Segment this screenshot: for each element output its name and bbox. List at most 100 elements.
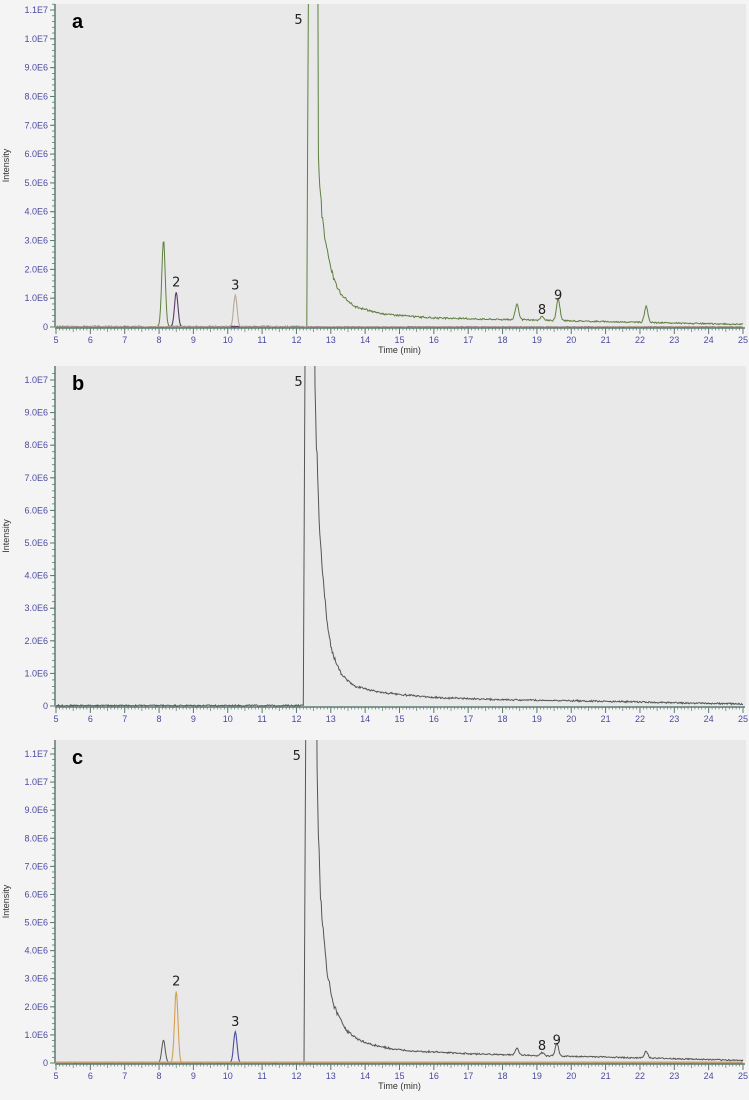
- y-tick-label: 9.0E6: [24, 805, 48, 815]
- plot-area: [56, 740, 746, 1063]
- y-tick-label: 1.1E7: [24, 5, 48, 15]
- trace-peak-3-trace: [56, 293, 744, 328]
- y-tick-label: 4.0E6: [24, 571, 48, 581]
- x-tick-label: 9: [191, 714, 196, 724]
- x-tick-label: 24: [704, 335, 714, 345]
- x-tick-label: 13: [326, 1071, 336, 1081]
- x-tick-label: 6: [88, 1071, 93, 1081]
- y-tick-label: 8.0E6: [24, 833, 48, 843]
- y-tick-label: 4.0E6: [24, 946, 48, 956]
- x-tick-label: 14: [360, 335, 370, 345]
- y-tick-label: 9.0E6: [24, 63, 48, 73]
- y-tick-label: 8.0E6: [24, 91, 48, 101]
- x-tick-label: 14: [360, 1071, 370, 1081]
- y-tick-label: 1.0E6: [24, 668, 48, 678]
- x-tick-label: 15: [394, 335, 404, 345]
- y-tick-label: 1.1E7: [24, 749, 48, 759]
- x-tick-label: 24: [704, 714, 714, 724]
- y-axis-ticks: 0 1.0E6 2.0E6 3.0E6 4.0E6 5.0E6 6.0E6 7.0E6 8.0E…: [24, 3, 55, 332]
- x-tick-label: 5: [53, 714, 58, 724]
- x-tick-label: 17: [463, 335, 473, 345]
- y-axis-title: Intensity: [1, 519, 11, 553]
- x-tick-label: 13: [326, 714, 336, 724]
- x-tick-label: 25: [738, 1071, 748, 1081]
- x-axis-ticks: 5 6 7 8 9 10 11 12 13 14 15 16 17 18 19 20 21 22 23 24 25: [53, 328, 748, 345]
- x-tick-label: 8: [157, 1071, 162, 1081]
- y-tick-label: 0: [43, 322, 48, 332]
- x-tick-label: 16: [429, 335, 439, 345]
- x-tick-label: 20: [566, 1071, 576, 1081]
- x-tick-label: 16: [429, 1071, 439, 1081]
- y-tick-label: 3.0E6: [24, 603, 48, 613]
- x-tick-label: 5: [53, 1071, 58, 1081]
- x-tick-label: 17: [463, 1071, 473, 1081]
- y-axis-ticks: 0 1.0E6 2.0E6 3.0E6 4.0E6 5.0E6 6.0E6 7.0E6 8.0E…: [24, 373, 55, 711]
- y-tick-label: 9.0E6: [24, 408, 48, 418]
- y-tick-label: 7.0E6: [24, 120, 48, 130]
- chart-panel-a: a 0 1.0E6 2.0E6 3.0E6 4.0E6 5.0E6 6.0E6 7.0E6 8.0…: [0, 0, 749, 362]
- chart-panel-c: c 0 1.0E6 2.0E6 3.0E6 4.0E6 5.0E6 6.0E6 7.0E6 8.0…: [0, 724, 749, 1100]
- x-tick-label: 21: [601, 335, 611, 345]
- x-tick-label: 19: [532, 335, 542, 345]
- x-tick-label: 20: [566, 714, 576, 724]
- x-tick-label: 25: [738, 714, 748, 724]
- traces: [56, 4, 744, 328]
- x-tick-label: 15: [394, 714, 404, 724]
- x-tick-label: 22: [635, 335, 645, 345]
- x-tick-label: 19: [532, 714, 542, 724]
- x-tick-label: 18: [498, 1071, 508, 1081]
- x-tick-label: 6: [88, 335, 93, 345]
- x-tick-label: 8: [157, 335, 162, 345]
- x-tick-label: 16: [429, 714, 439, 724]
- y-tick-label: 7.0E6: [24, 861, 48, 871]
- y-axis-title: Intensity: [1, 148, 11, 182]
- x-tick-label: 9: [191, 1071, 196, 1081]
- traces: [56, 366, 743, 707]
- peak-label-2: 2: [172, 275, 180, 290]
- x-tick-label: 19: [532, 1071, 542, 1081]
- peak-label-5: 5: [294, 13, 302, 28]
- y-axis-ticks: 0 1.0E6 2.0E6 3.0E6 4.0E6 5.0E6 6.0E6 7.0E6 8.0E…: [24, 747, 55, 1068]
- panel-letter: c: [72, 747, 83, 769]
- y-axis-title: Intensity: [1, 884, 11, 918]
- x-tick-label: 5: [53, 335, 58, 345]
- y-tick-label: 1.0E7: [24, 375, 48, 385]
- y-tick-label: 2.0E6: [24, 264, 48, 274]
- y-tick-label: 6.0E6: [24, 149, 48, 159]
- y-tick-label: 2.0E6: [24, 636, 48, 646]
- x-tick-label: 14: [360, 714, 370, 724]
- y-tick-label: 3.0E6: [24, 236, 48, 246]
- x-axis-ticks: 5 6 7 8 9 10 11 12 13 14 15 16 17 18 19 20 21 22 23 24 25: [53, 1064, 748, 1081]
- panel-letter: a: [72, 11, 84, 33]
- y-tick-label: 5.0E6: [24, 178, 48, 188]
- x-tick-label: 20: [566, 335, 576, 345]
- x-tick-label: 15: [394, 1071, 404, 1081]
- y-tick-label: 0: [43, 1058, 48, 1068]
- x-tick-label: 11: [257, 714, 266, 724]
- x-tick-label: 10: [223, 1071, 233, 1081]
- peak-labels: 2 3 5 89: [172, 13, 562, 318]
- plot-area: [56, 4, 746, 327]
- trace-main-trace: [56, 366, 743, 707]
- x-tick-label: 7: [122, 1071, 127, 1081]
- x-tick-label: 25: [738, 335, 748, 345]
- x-tick-label: 6: [88, 714, 93, 724]
- peak-label-9: 9: [554, 288, 562, 303]
- peak-labels: 5: [294, 375, 302, 390]
- chart-panel-b: b 0 1.0E6 2.0E6 3.0E6 4.0E6 5.0E6 6.0E6 7.0E6 8.0…: [0, 362, 749, 724]
- peak-label-5: 5: [294, 375, 302, 390]
- peak-label-3: 3: [231, 1015, 239, 1030]
- chromatogram-b: b 0 1.0E6 2.0E6 3.0E6 4.0E6 5.0E6 6.0E6 7.0E6 8.0…: [1, 366, 748, 724]
- peak-label-2: 2: [172, 974, 180, 989]
- x-tick-label: 18: [498, 714, 508, 724]
- y-tick-label: 7.0E6: [24, 473, 48, 483]
- y-tick-label: 5.0E6: [24, 538, 48, 548]
- x-tick-label: 21: [601, 714, 611, 724]
- y-tick-label: 1.0E7: [24, 777, 48, 787]
- x-tick-label: 24: [704, 1071, 714, 1081]
- y-tick-label: 6.0E6: [24, 505, 48, 515]
- x-tick-label: 9: [191, 335, 196, 345]
- y-tick-label: 5.0E6: [24, 918, 48, 928]
- x-tick-label: 12: [291, 1071, 301, 1081]
